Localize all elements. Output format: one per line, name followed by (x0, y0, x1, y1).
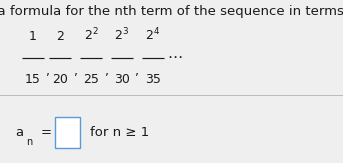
Text: 20: 20 (52, 73, 68, 86)
Text: ,: , (105, 65, 109, 78)
Bar (55, 117, 80, 148)
Text: 25: 25 (83, 73, 99, 86)
Text: 1: 1 (29, 30, 36, 43)
Text: a: a (15, 126, 24, 139)
Text: 35: 35 (145, 73, 161, 86)
Text: Find a formula for the nth term of the sequence in terms of n.: Find a formula for the nth term of the s… (0, 5, 343, 18)
Text: ,: , (135, 65, 140, 78)
Text: 2: 2 (56, 30, 64, 43)
Text: $2^{3}$: $2^{3}$ (114, 27, 129, 43)
Text: =: = (40, 126, 51, 139)
Text: $2^{2}$: $2^{2}$ (84, 27, 98, 43)
Text: for n ≥ 1: for n ≥ 1 (90, 126, 149, 139)
Text: 30: 30 (114, 73, 130, 86)
Text: ,: , (46, 65, 50, 78)
Text: ⋯: ⋯ (167, 50, 182, 65)
Text: 15: 15 (25, 73, 40, 86)
Text: $2^{4}$: $2^{4}$ (145, 27, 160, 43)
Text: n: n (26, 137, 32, 147)
Text: ,: , (74, 65, 78, 78)
